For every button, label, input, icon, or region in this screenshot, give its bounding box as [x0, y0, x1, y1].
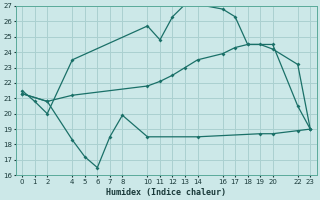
X-axis label: Humidex (Indice chaleur): Humidex (Indice chaleur) — [106, 188, 226, 197]
